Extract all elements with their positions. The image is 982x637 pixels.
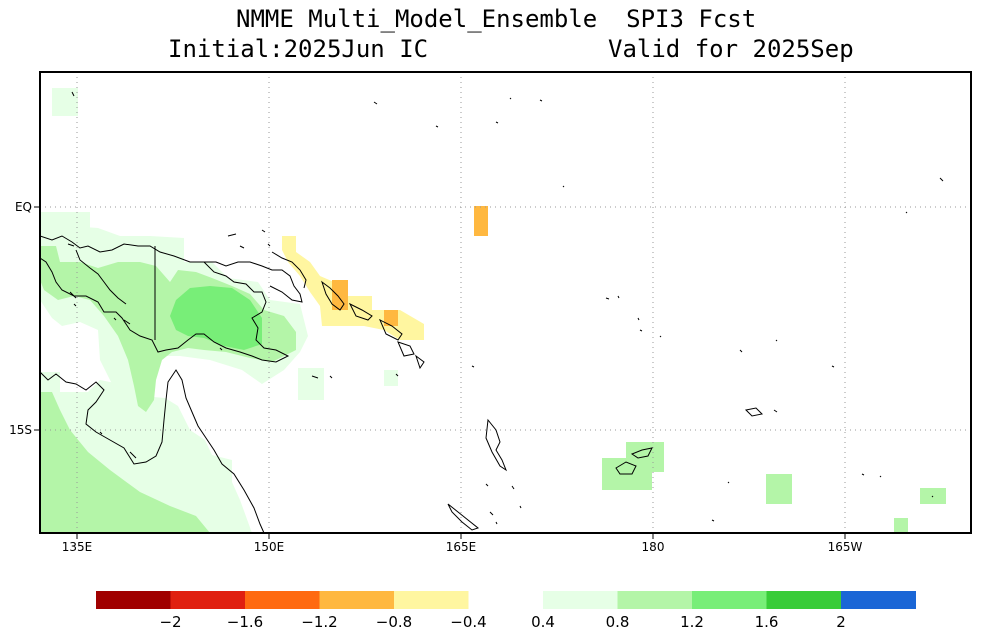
- wet-region-new-guinea-strong: [170, 286, 262, 350]
- legend-tick-label: −0.4: [450, 613, 486, 631]
- legend-tick-label: −2: [159, 613, 181, 631]
- initial-condition-label: Initial:2025Jun IC: [168, 35, 429, 63]
- legend-tick-label: 0.8: [606, 613, 630, 631]
- legend-swatch: [245, 591, 320, 609]
- coastlines: [40, 91, 944, 533]
- map-title: NMME Multi_Model_Ensemble SPI3 Fcst: [236, 5, 757, 33]
- lon-label-165e: 165E: [446, 540, 477, 554]
- wet-patch-east-3: [894, 518, 908, 533]
- lon-label-135e: 135E: [62, 540, 93, 554]
- wet-patch-west: [40, 212, 90, 234]
- wet-patch-small: [118, 264, 140, 282]
- lat-label-eq: EQ: [15, 200, 32, 214]
- new-britain-coast: [204, 261, 303, 303]
- legend-swatch: [96, 591, 171, 609]
- wet-patch-nw: [52, 88, 78, 116]
- graticule: [40, 72, 971, 533]
- legend-tick-label: 1.6: [755, 613, 779, 631]
- new-guinea-coast: [40, 235, 290, 363]
- fiji-coast-2: [630, 447, 653, 459]
- lat-label-15s: 15S: [9, 423, 32, 437]
- legend-tick-label: 2: [836, 613, 846, 631]
- legend-tick-label: 1.2: [680, 613, 704, 631]
- samoa-coast: [744, 407, 764, 417]
- fiji-coast-1: [615, 461, 637, 475]
- gulf-coastline: [75, 249, 127, 305]
- wet-patch-east-2: [920, 488, 946, 504]
- legend-swatch: [766, 591, 842, 609]
- dry-patch-2: [384, 310, 398, 326]
- forecast-shading: [40, 88, 946, 533]
- valid-period-label: Valid for 2025Sep: [608, 35, 854, 63]
- legend-swatch: [468, 591, 544, 609]
- axis-ticks: [34, 206, 846, 539]
- wet-patch-east-1: [766, 474, 792, 504]
- wet-region-medium: [40, 392, 210, 533]
- legend-swatch: [617, 591, 693, 609]
- color-legend: −2 −1.6 −1.2 −0.8 −0.4 0.4 0.8 1.2 1.6 2: [96, 591, 916, 631]
- wet-region-new-guinea-medium: [40, 246, 296, 412]
- bougainville-coast: [321, 280, 345, 311]
- dry-patch-nauru: [474, 206, 488, 236]
- dry-patch-1: [332, 280, 348, 310]
- wet-patch-south: [298, 368, 324, 400]
- lon-label-150e: 150E: [254, 540, 285, 554]
- lon-label-180: 180: [642, 540, 665, 554]
- lon-label-165w: 165W: [828, 540, 863, 554]
- solomons-coast-2: [379, 318, 403, 341]
- legend-swatch: [841, 591, 916, 609]
- new-caledonia-coast: [447, 503, 480, 531]
- legend-tick-label: 0.4: [531, 613, 555, 631]
- solomons-coast-4: [415, 354, 425, 370]
- map-frame: [39, 71, 972, 534]
- legend-swatch: [394, 591, 469, 609]
- islands-small: [67, 91, 944, 525]
- legend-swatch: [319, 591, 395, 609]
- vanuatu-coast: [485, 418, 508, 472]
- solomons-coast-1: [348, 302, 373, 321]
- legend-swatch: [543, 591, 618, 609]
- legend-tick-label: −1.2: [301, 613, 337, 631]
- legend-tick-label: −0.8: [376, 613, 412, 631]
- wet-patch-island: [384, 370, 398, 386]
- australia-coast: [40, 369, 265, 533]
- legend-swatch: [170, 591, 246, 609]
- new-ireland-coast: [271, 251, 307, 289]
- solomons-coast-3: [397, 341, 415, 357]
- legend-swatch: [692, 591, 767, 609]
- legend-tick-label: −1.6: [227, 613, 263, 631]
